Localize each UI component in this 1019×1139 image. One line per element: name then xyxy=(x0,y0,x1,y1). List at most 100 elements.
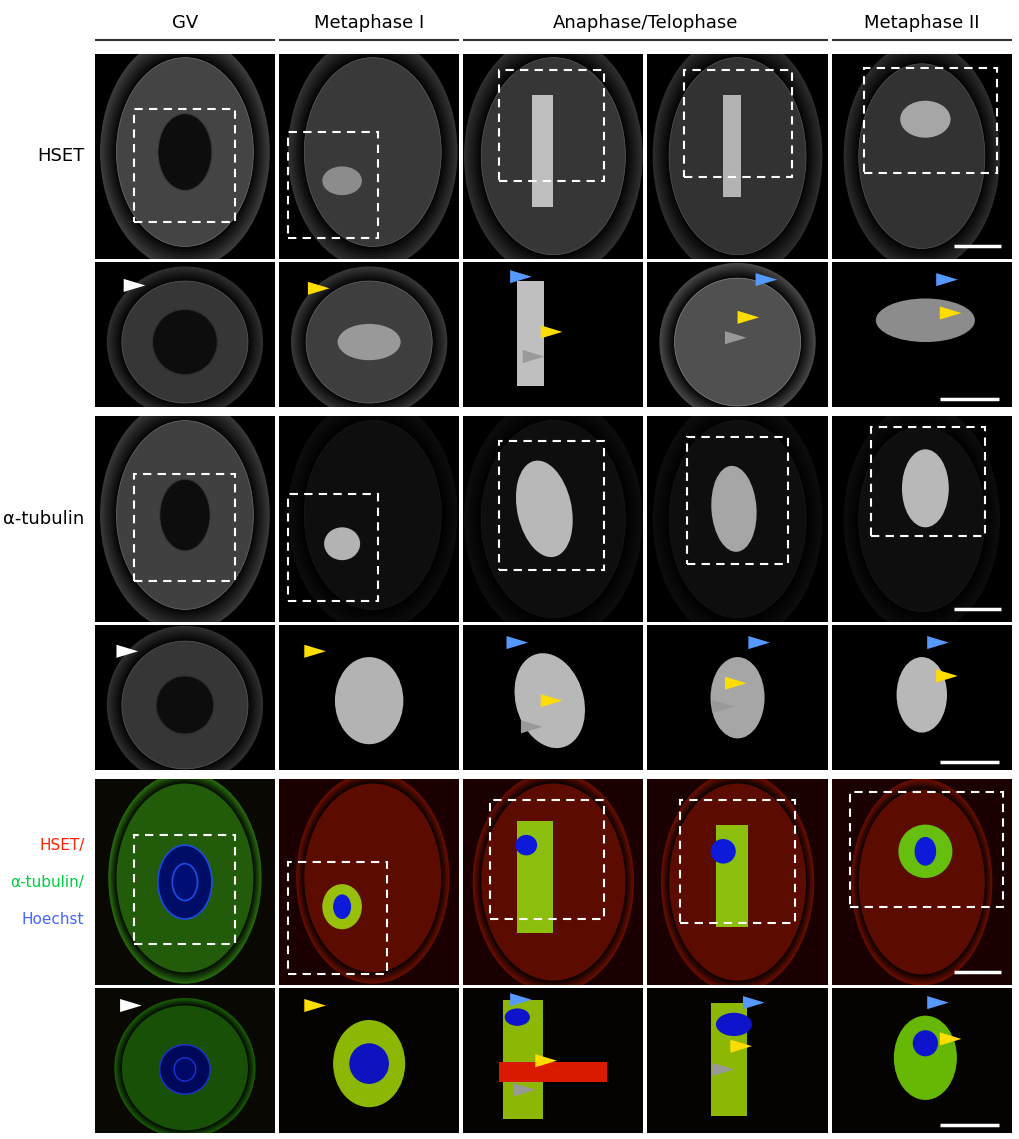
Ellipse shape xyxy=(479,418,627,621)
Ellipse shape xyxy=(900,100,950,138)
Ellipse shape xyxy=(850,416,991,623)
Ellipse shape xyxy=(893,1016,956,1100)
Bar xyxy=(135,109,235,222)
Ellipse shape xyxy=(660,409,813,630)
Ellipse shape xyxy=(858,789,984,975)
Ellipse shape xyxy=(121,281,248,403)
Ellipse shape xyxy=(855,786,986,978)
Bar xyxy=(135,474,235,581)
Ellipse shape xyxy=(850,779,991,985)
Ellipse shape xyxy=(667,781,807,983)
Text: Anaphase/Telophase: Anaphase/Telophase xyxy=(552,15,738,32)
Ellipse shape xyxy=(115,781,255,974)
Bar xyxy=(849,792,1002,907)
Ellipse shape xyxy=(100,35,270,269)
Polygon shape xyxy=(711,700,734,713)
Ellipse shape xyxy=(120,639,250,771)
Ellipse shape xyxy=(348,1043,388,1084)
Polygon shape xyxy=(540,326,561,338)
Ellipse shape xyxy=(912,1030,937,1056)
Ellipse shape xyxy=(153,310,217,375)
Ellipse shape xyxy=(300,52,445,252)
Ellipse shape xyxy=(854,784,987,980)
Ellipse shape xyxy=(116,636,254,775)
Ellipse shape xyxy=(156,675,214,734)
Bar xyxy=(722,95,741,197)
Ellipse shape xyxy=(875,298,974,342)
Ellipse shape xyxy=(299,273,439,410)
Ellipse shape xyxy=(852,780,990,984)
Ellipse shape xyxy=(120,279,250,404)
Ellipse shape xyxy=(121,641,248,769)
Bar xyxy=(287,861,387,975)
Ellipse shape xyxy=(664,269,809,416)
Ellipse shape xyxy=(302,780,443,976)
Ellipse shape xyxy=(293,43,451,261)
Ellipse shape xyxy=(853,782,988,982)
Ellipse shape xyxy=(174,1058,196,1081)
Ellipse shape xyxy=(464,34,642,278)
Ellipse shape xyxy=(116,784,253,973)
Ellipse shape xyxy=(304,784,441,973)
Ellipse shape xyxy=(658,405,815,632)
Ellipse shape xyxy=(298,775,447,982)
Ellipse shape xyxy=(672,277,802,408)
Ellipse shape xyxy=(475,776,631,989)
Ellipse shape xyxy=(302,55,443,249)
Ellipse shape xyxy=(324,527,360,560)
Ellipse shape xyxy=(843,42,999,271)
Ellipse shape xyxy=(479,55,627,257)
Polygon shape xyxy=(535,1055,556,1067)
Ellipse shape xyxy=(472,772,634,992)
Polygon shape xyxy=(308,281,329,295)
Ellipse shape xyxy=(289,401,455,629)
Ellipse shape xyxy=(292,269,445,416)
Ellipse shape xyxy=(715,1013,751,1036)
Ellipse shape xyxy=(291,41,453,263)
Bar xyxy=(715,825,748,927)
Polygon shape xyxy=(522,350,544,363)
Ellipse shape xyxy=(304,58,441,246)
Text: α-tubulin/: α-tubulin/ xyxy=(10,875,85,890)
Bar xyxy=(683,69,791,177)
Bar xyxy=(490,800,603,919)
Polygon shape xyxy=(514,1083,535,1096)
Ellipse shape xyxy=(858,427,984,612)
Ellipse shape xyxy=(665,779,808,984)
Ellipse shape xyxy=(515,835,537,855)
Ellipse shape xyxy=(660,46,813,267)
Bar xyxy=(517,820,552,933)
Ellipse shape xyxy=(914,837,935,866)
Ellipse shape xyxy=(104,41,265,263)
Ellipse shape xyxy=(298,49,447,255)
Ellipse shape xyxy=(843,404,999,633)
Polygon shape xyxy=(521,720,542,734)
Ellipse shape xyxy=(109,775,260,982)
Ellipse shape xyxy=(116,420,253,609)
Text: α-tubulin: α-tubulin xyxy=(3,510,85,528)
Ellipse shape xyxy=(102,38,268,267)
Ellipse shape xyxy=(290,267,447,418)
Ellipse shape xyxy=(306,281,432,403)
Ellipse shape xyxy=(106,407,263,623)
Polygon shape xyxy=(935,273,957,286)
Ellipse shape xyxy=(478,779,628,984)
Ellipse shape xyxy=(857,788,985,976)
Ellipse shape xyxy=(901,449,948,527)
Text: GV: GV xyxy=(171,15,198,32)
Ellipse shape xyxy=(664,51,809,261)
Polygon shape xyxy=(926,997,948,1009)
Ellipse shape xyxy=(115,999,254,1137)
Ellipse shape xyxy=(114,780,256,976)
Ellipse shape xyxy=(304,420,441,609)
Ellipse shape xyxy=(303,781,442,974)
Ellipse shape xyxy=(294,270,443,413)
Ellipse shape xyxy=(852,418,989,620)
Bar xyxy=(870,427,984,535)
Ellipse shape xyxy=(296,409,449,621)
Ellipse shape xyxy=(322,884,362,929)
Ellipse shape xyxy=(333,1021,405,1107)
Ellipse shape xyxy=(662,267,811,417)
Ellipse shape xyxy=(481,58,625,255)
Ellipse shape xyxy=(516,460,573,557)
